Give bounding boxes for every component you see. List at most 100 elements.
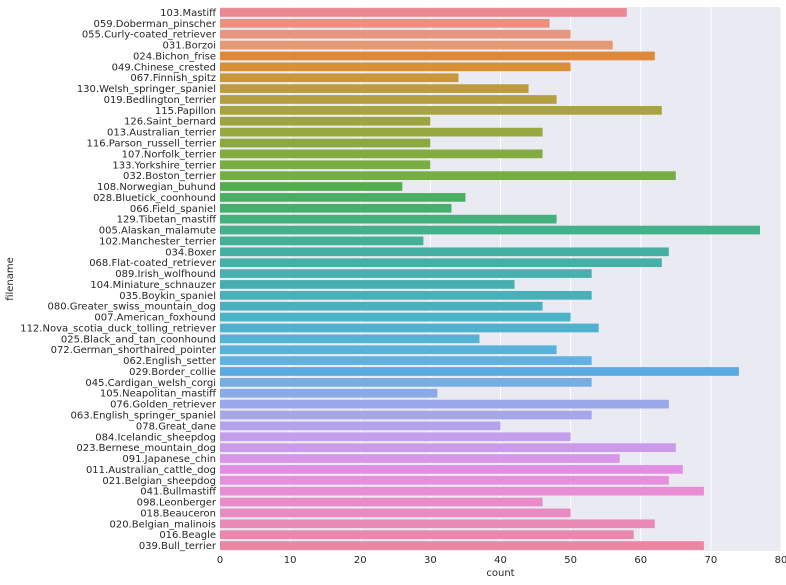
y-tick-label: 062.English_setter [123,356,217,367]
y-tick-label: 021.Belgian_sheepdog [102,476,216,487]
bar [220,127,543,137]
bar [220,378,592,387]
bar [220,95,557,104]
bar [220,475,669,485]
y-tick-label: 105.Neapolitan_mastiff [100,389,217,400]
y-tick-labels: 103.Mastiff059.Doberman_pinscher055.Curl… [20,8,217,552]
y-tick-label: 107.Norfolk_terrier [122,149,217,160]
bar [220,410,592,420]
x-tick-label: 50 [564,555,577,566]
bar [220,421,501,431]
y-tick-label: 035.Boykin_spaniel [119,291,216,302]
bar [220,160,431,170]
x-tick-label: 10 [284,555,297,566]
bar [220,323,599,333]
y-tick-label: 078.Great_dane [136,421,216,432]
y-tick-label: 068.Flat-coated_retriever [89,258,217,269]
y-tick-label: 133.Yorkshire_terrier [112,160,216,171]
bar [220,18,550,28]
bar [220,193,466,202]
y-tick-label: 011.Australian_cattle_dog [86,465,216,476]
y-axis-label: filename [5,257,16,301]
bar [220,171,676,180]
bar [220,356,592,365]
bar [220,73,459,83]
y-tick-label: 115.Papillon [155,106,216,117]
y-tick-label: 112.Nova_scotia_duck_tolling_retriever [20,323,217,334]
y-tick-label: 045.Cardigan_welsh_corgi [85,378,216,389]
y-tick-label: 059.Doberman_pinscher [94,19,217,30]
bar [220,214,557,224]
bar [220,51,655,61]
bar [220,530,634,540]
bar [220,258,662,268]
y-tick-label: 116.Parson_russell_terrier [87,139,217,150]
bar [220,345,557,355]
y-tick-label: 023.Bernese_mountain_dog [76,443,216,454]
x-tick-label: 20 [354,555,367,566]
bar [220,290,592,300]
bar [220,62,571,72]
y-tick-label: 032.Boston_terrier [123,171,217,182]
y-tick-label: 080.Greater_swiss_mountain_dog [48,302,216,313]
y-tick-label: 031.Borzoi [162,41,216,52]
bar [220,116,431,126]
bar [220,280,515,289]
y-tick-label: 130.Welsh_springer_spaniel [77,84,216,95]
y-tick-label: 024.Bichon_frise [133,51,216,62]
y-tick-label: 020.Belgian_malinois [109,519,216,530]
y-tick-label: 129.Tibetan_mastiff [117,215,218,226]
x-tick-label: 40 [494,555,507,566]
bar [220,182,403,191]
x-tick-label: 80 [775,555,786,566]
bar [220,106,662,115]
y-tick-label: 072.German_shorthaired_pointer [51,345,217,356]
x-tick-labels: 0 10 20 30 40 50 60 70 80 [217,555,786,566]
y-tick-label: 028.Bluetick_coonhound [93,193,216,204]
y-tick-label: 103.Mastiff [160,8,217,19]
y-tick-label: 016.Beagle [159,530,216,541]
y-tick-label: 007.American_foxhound [94,313,216,324]
y-tick-label: 063.English_springer_spaniel [70,411,216,422]
y-tick-label: 034.Boxer [165,247,217,258]
y-tick-label: 089.Irish_wolfhound [115,269,216,280]
y-tick-label: 108.Norwegian_buhund [97,182,216,193]
x-tick-label: 30 [424,555,437,566]
bar [220,312,571,322]
bar [220,138,431,148]
bar [220,432,571,442]
bar [220,541,704,550]
y-tick-label: 019.Bedlington_terrier [104,95,217,106]
bar [220,236,424,246]
y-tick-label: 013.Australian_terrier [107,128,217,139]
y-tick-label: 025.Black_and_tan_coonhound [61,334,216,345]
bar [220,486,704,496]
y-tick-label: 029.Border_collie [129,367,216,378]
bar [220,399,669,409]
bar [220,29,571,39]
y-tick-label: 055.Curly-coated_retriever [82,30,217,41]
bar [220,443,676,452]
y-tick-label: 041.Bullmastiff [140,487,217,498]
bar [220,225,760,235]
x-tick-label: 60 [634,555,647,566]
bar [220,149,543,159]
bar [220,508,571,518]
bar [220,247,669,257]
bar [220,388,438,398]
y-tick-label: 018.Beauceron [140,508,216,519]
bar [220,203,452,213]
bar [220,519,655,529]
y-tick-label: 076.Golden_retriever [110,400,217,411]
y-tick-label: 126.Saint_bernard [124,117,216,128]
y-tick-label: 067.Finnish_spitz [130,73,216,84]
y-tick-label: 091.Japanese_chin [122,454,216,465]
y-tick-label: 102.Manchester_terrier [99,236,217,247]
bar [220,454,620,463]
x-tick-label: 0 [217,555,223,566]
y-tick-label: 005.Alaskan_malamute [99,226,216,237]
y-tick-label: 098.Leonberger [137,498,217,509]
y-tick-label: 104.Miniature_schnauzer [90,280,216,291]
bar [220,84,529,93]
